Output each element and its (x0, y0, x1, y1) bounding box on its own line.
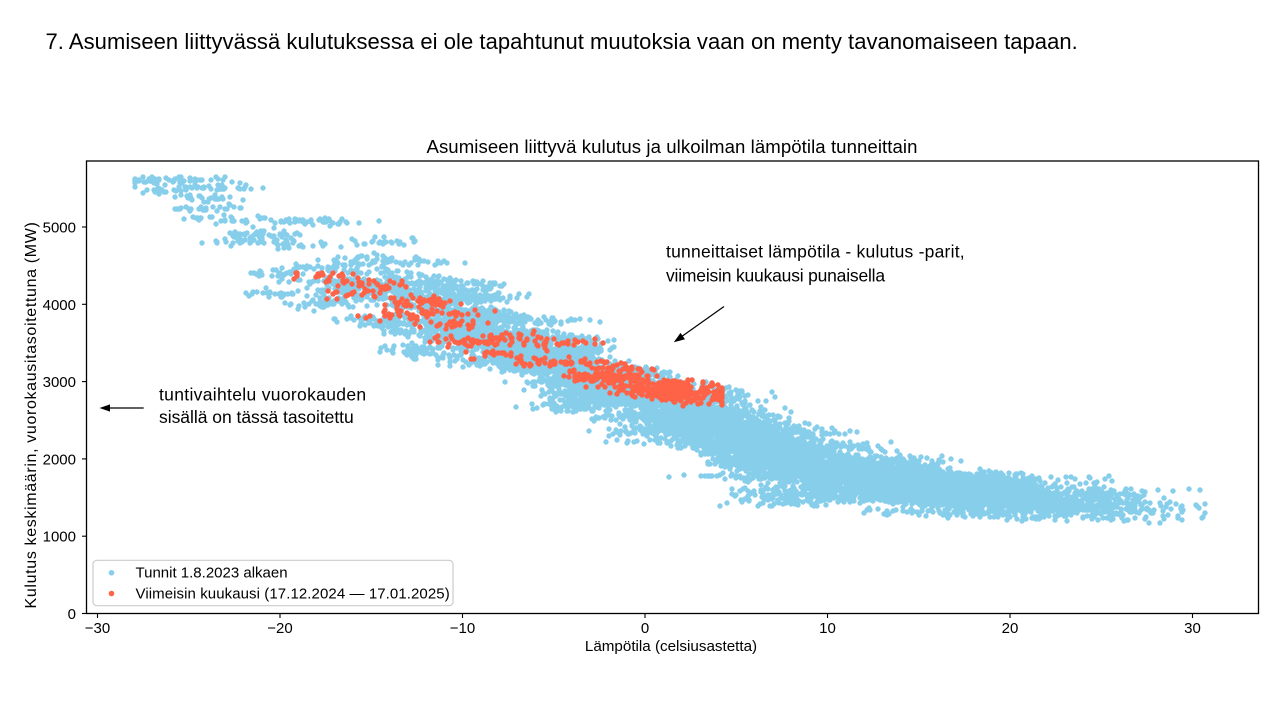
svg-text:10: 10 (819, 620, 836, 637)
svg-text:tuntivaihtelu vuorokauden: tuntivaihtelu vuorokauden (159, 385, 366, 405)
svg-text:−10: −10 (450, 620, 475, 637)
svg-text:−20: −20 (267, 620, 292, 637)
svg-text:Kulutus keskimäärin, vuorokaus: Kulutus keskimäärin, vuorokausitasoitett… (23, 222, 40, 609)
svg-text:Tunnit 1.8.2023 alkaen: Tunnit 1.8.2023 alkaen (136, 564, 288, 581)
svg-text:4000: 4000 (43, 297, 76, 314)
svg-text:0: 0 (68, 606, 76, 623)
svg-text:Lämpötila (celsiusastetta): Lämpötila (celsiusastetta) (585, 638, 757, 655)
svg-text:3000: 3000 (43, 374, 76, 391)
svg-text:Viimeisin kuukausi (17.12.2024: Viimeisin kuukausi (17.12.2024 — 17.01.2… (136, 586, 450, 603)
svg-text:Asumiseen liittyvä kulutus ja: Asumiseen liittyvä kulutus ja ulkoilman … (426, 136, 917, 157)
svg-text:sisällä on tässä tasoitettu: sisällä on tässä tasoitettu (159, 407, 354, 427)
svg-text:viimeisin kuukausi punaisella: viimeisin kuukausi punaisella (666, 265, 885, 285)
svg-text:20: 20 (1002, 620, 1019, 637)
svg-text:5000: 5000 (43, 220, 76, 237)
svg-text:2000: 2000 (43, 451, 76, 468)
svg-text:1000: 1000 (43, 529, 76, 546)
svg-text:tunneittaiset lämpötila - kulu: tunneittaiset lämpötila - kulutus -parit… (666, 242, 965, 262)
svg-text:−30: −30 (85, 620, 110, 637)
svg-text:30: 30 (1184, 620, 1201, 637)
svg-text:0: 0 (641, 620, 649, 637)
svg-text:7. Asumiseen liittyvässä kulut: 7. Asumiseen liittyvässä kulutuksessa ei… (46, 29, 1078, 54)
